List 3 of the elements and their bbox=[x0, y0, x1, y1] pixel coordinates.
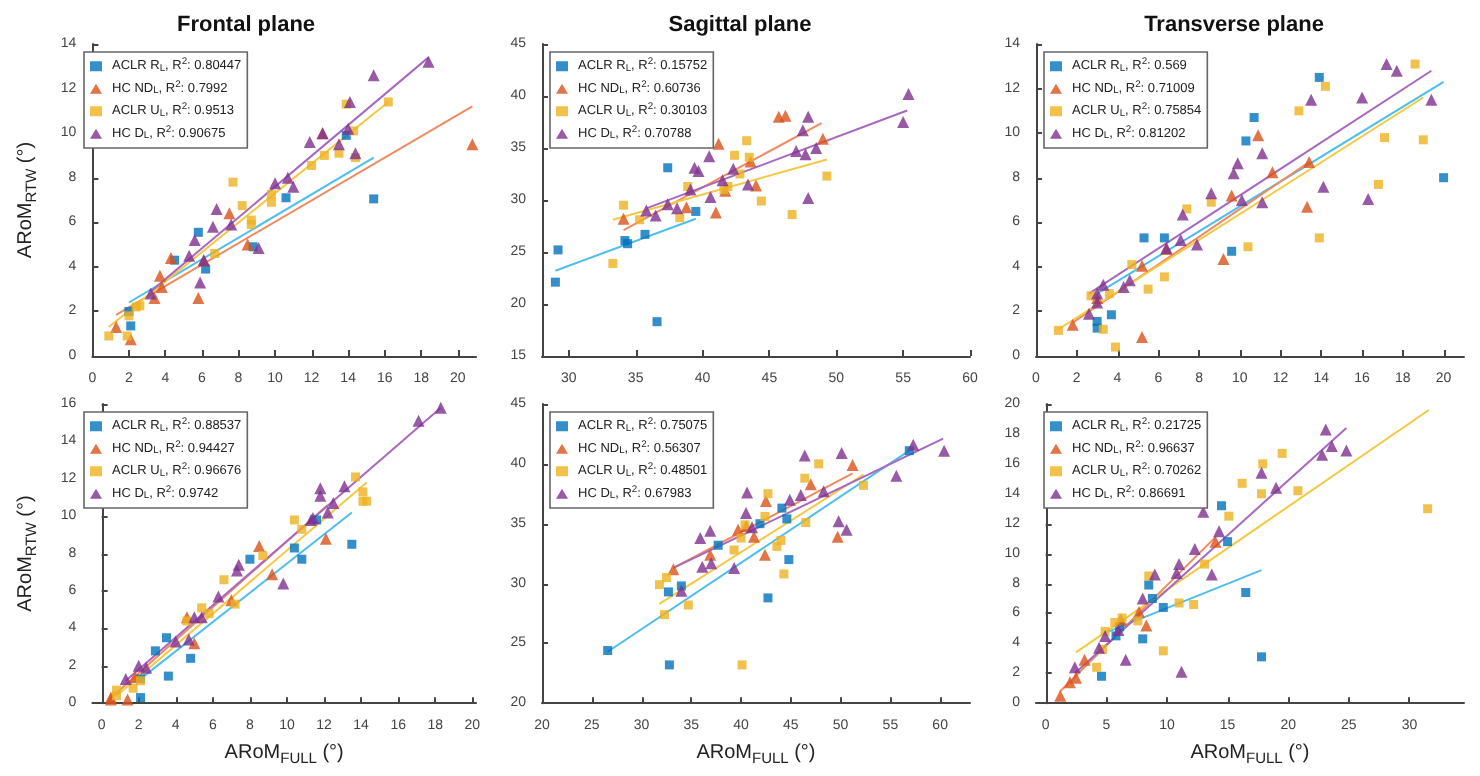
chart-title: Sagittal plane bbox=[668, 13, 812, 37]
chart-title: Frontal plane bbox=[176, 13, 316, 37]
chart-title: Transverse plane bbox=[1144, 13, 1324, 37]
